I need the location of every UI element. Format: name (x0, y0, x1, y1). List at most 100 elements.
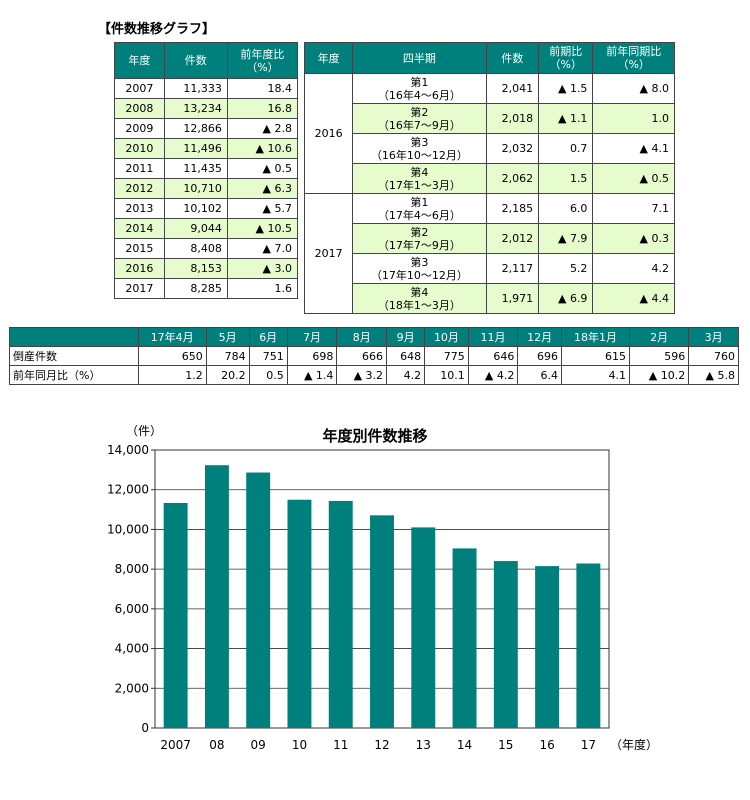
year-cell: 2012 (114, 178, 165, 199)
bar (328, 500, 353, 728)
value-cell: 775 (424, 346, 469, 366)
count-cell: 11,435 (163, 158, 228, 179)
quarter-cell: 第1 （17年4～6月） (352, 193, 487, 224)
value-cell: ▲ 3.2 (336, 365, 388, 385)
value-cell: 4.2 (386, 365, 426, 385)
x-tick-label: 16 (539, 738, 554, 752)
change-cell: ▲ 1.5 (538, 73, 594, 104)
year-cell: 2016 (303, 73, 354, 194)
count-cell: 1,971 (485, 283, 540, 314)
table-row: 第3 （16年10～12月） 2,032 0.7 ▲ 4.1 (305, 133, 675, 164)
count-cell: 2,062 (485, 163, 540, 194)
month-header: 8月 (336, 327, 388, 347)
column-header: 前期比 （%） (538, 42, 594, 74)
month-header: 12月 (517, 327, 562, 347)
bar (370, 515, 394, 728)
bar (246, 472, 271, 728)
count-cell: 2,012 (485, 223, 540, 254)
year-cell: 2007 (114, 78, 165, 99)
quarterly-count-table: 年度 四半期 件数 前期比 （%） 前年同期比 （%） 2016 第1 （16年4～6月） 2,0… (303, 42, 675, 314)
bar (204, 465, 229, 728)
value-cell: 615 (560, 346, 631, 366)
count-cell: 2,032 (485, 133, 540, 164)
value-cell: 760 (688, 346, 739, 366)
quarter-cell: 第4 （18年1～3月） (352, 283, 487, 314)
change-cell: 1.5 (538, 163, 594, 194)
column-header: 件数 (485, 42, 540, 74)
year-cell: 2016 (114, 258, 165, 279)
quarter-cell: 第3 （16年10～12月） (352, 133, 487, 164)
value-cell: 596 (629, 346, 690, 366)
column-header: 年度 (303, 42, 354, 74)
bar (535, 566, 560, 728)
value-cell: 1.2 (137, 365, 207, 385)
column-header: 年度 (114, 42, 165, 79)
count-cell: 2,018 (485, 103, 540, 134)
annual-count-table: 年度 件数 前年度比 （%） 2007 11,333 18.4 2008 13,234 16.8… (114, 42, 299, 299)
yoy-cell: ▲ 4.1 (592, 133, 675, 164)
year-cell: 2009 (114, 118, 165, 139)
count-cell: 11,333 (163, 78, 228, 99)
year-cell: 2008 (114, 98, 165, 119)
value-cell: 698 (286, 346, 338, 366)
bar (452, 548, 477, 728)
quarter-cell: 第4 （17年1～3月） (352, 163, 487, 194)
month-header: 11月 (467, 327, 519, 347)
quarter-cell: 第2 （16年7～9月） (352, 103, 487, 134)
month-header: 10月 (424, 327, 469, 347)
year-cell: 2017 (114, 278, 165, 299)
change-cell: 1.6 (226, 278, 299, 299)
annual-bar-chart: 02,0004,0006,0008,00010,00012,00014,000 … (107, 424, 658, 752)
year-cell: 2013 (114, 198, 165, 219)
count-cell: 9,044 (163, 218, 228, 239)
bar (163, 502, 188, 728)
x-tick-label: 08 (209, 738, 224, 752)
count-cell: 13,234 (163, 98, 228, 119)
table-row: 第2 （16年7～9月） 2,018 ▲ 1.1 1.0 (305, 103, 675, 134)
yoy-cell: 4.2 (592, 253, 675, 284)
value-cell: 696 (517, 346, 562, 366)
value-cell: ▲ 10.2 (629, 365, 690, 385)
value-cell: ▲ 1.4 (286, 365, 338, 385)
value-cell: 20.2 (205, 365, 250, 385)
value-cell: 784 (205, 346, 250, 366)
yoy-cell: ▲ 4.4 (592, 283, 675, 314)
y-tick-label: 14,000 (107, 443, 149, 457)
table-row: 2008 13,234 16.8 (114, 98, 299, 119)
count-cell: 10,710 (163, 178, 228, 199)
table-row: 倒産件数 650 784 751 698 666 648 775 646 696 615 596 760 (9, 346, 739, 366)
table-row: 2014 9,044 ▲ 10.5 (114, 218, 299, 239)
value-cell: 666 (336, 346, 388, 366)
table-row: 第4 （17年1～3月） 2,062 1.5 ▲ 0.5 (305, 163, 675, 194)
table-row: 第3 （17年10～12月） 2,117 5.2 4.2 (305, 253, 675, 284)
x-axis-label: （年度） (610, 737, 658, 752)
y-tick-label: 6,000 (115, 602, 149, 616)
count-cell: 2,117 (485, 253, 540, 284)
change-cell: ▲ 5.7 (226, 198, 299, 219)
change-cell: 18.4 (226, 78, 299, 99)
change-cell: ▲ 2.8 (226, 118, 299, 139)
row-label: 前年同月比（%） (9, 365, 139, 385)
year-cell: 2014 (114, 218, 165, 239)
count-cell: 8,153 (163, 258, 228, 279)
value-cell: 4.1 (560, 365, 631, 385)
yoy-cell: ▲ 8.0 (592, 73, 675, 104)
change-cell: 16.8 (226, 98, 299, 119)
change-cell: ▲ 10.5 (226, 218, 299, 239)
value-cell: 648 (386, 346, 426, 366)
quarter-cell: 第1 （16年4～6月） (352, 73, 487, 104)
table-row: 2009 12,866 ▲ 2.8 (114, 118, 299, 139)
count-cell: 2,185 (485, 193, 540, 224)
y-axis-label: （件） (126, 424, 162, 438)
bar (576, 563, 601, 728)
quarter-cell: 第2 （17年7～9月） (352, 223, 487, 254)
x-axis-ticks: 2007 08 09 10 11 12 13 14 15 16 17 (160, 738, 596, 752)
yoy-cell: 7.1 (592, 193, 675, 224)
yoy-cell: ▲ 0.5 (592, 163, 675, 194)
year-cell: 2011 (114, 158, 165, 179)
change-cell: ▲ 3.0 (226, 258, 299, 279)
y-tick-label: 2,000 (115, 681, 149, 695)
bar (493, 561, 518, 728)
count-cell: 10,102 (163, 198, 228, 219)
count-cell: 11,496 (163, 138, 228, 159)
